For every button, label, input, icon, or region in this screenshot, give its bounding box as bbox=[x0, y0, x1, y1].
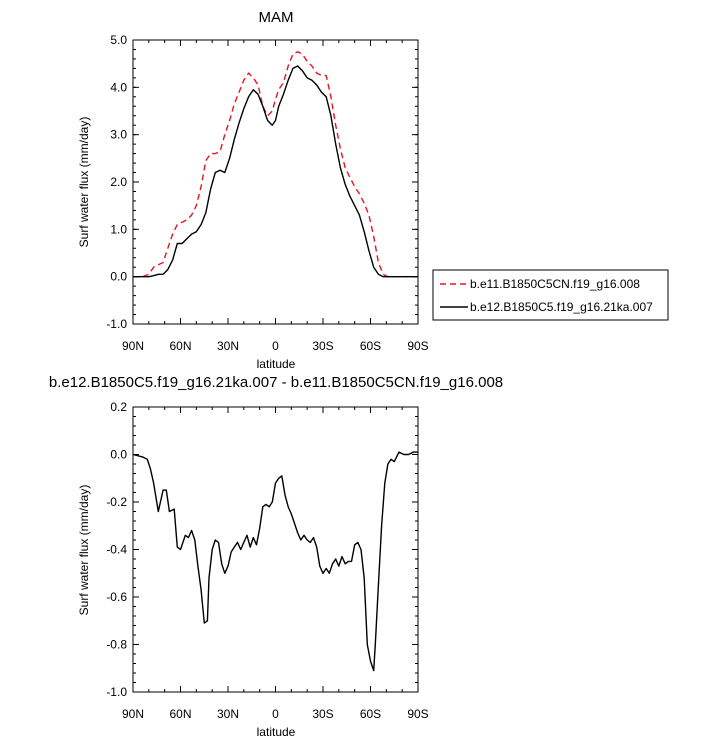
bottom-chart-title: b.e12.B1850C5.f19_g16.21ka.007 - b.e11.B… bbox=[49, 374, 503, 391]
top-ytick-label: -1.0 bbox=[106, 317, 127, 331]
legend-label-0: b.e11.B1850C5CN.f19_g16.008 bbox=[470, 277, 640, 291]
bottom-chart-lines bbox=[132, 451, 418, 672]
top-xtick-label: 30N bbox=[217, 339, 239, 353]
legend-label-1: b.e12.B1850C5.f19_g16.21ka.007 bbox=[470, 300, 653, 314]
top-chart-title: MAM bbox=[259, 9, 294, 26]
bot-ytick-label: -0.2 bbox=[106, 495, 127, 509]
top-chart-ylabel: Surf water flux (mm/day) bbox=[77, 117, 91, 248]
top-chart-frame bbox=[132, 39, 419, 325]
bot-ytick-label: -0.4 bbox=[106, 543, 127, 557]
bot-xtick-label: 60N bbox=[169, 707, 191, 721]
bot-ytick-label: 0.0 bbox=[110, 448, 127, 462]
top-chart-xlabel: latitude bbox=[257, 357, 296, 371]
top-chart-x-axis: 90N 60N 30N 0 30S 60S 90S bbox=[122, 40, 429, 353]
bot-xtick-label: 30S bbox=[312, 707, 333, 721]
bottom-chart-x-axis: 90N 60N 30N 0 30S 60S 90S bbox=[122, 407, 429, 721]
bot-ytick-label: -1.0 bbox=[106, 685, 127, 699]
top-ytick-label: 4.0 bbox=[110, 80, 127, 94]
top-xtick-label: 0 bbox=[272, 339, 279, 353]
bot-xtick-label: 60S bbox=[360, 707, 381, 721]
bot-xtick-label: 30N bbox=[217, 707, 239, 721]
bot-ytick-label: 0.2 bbox=[110, 400, 127, 414]
top-ytick-label: 0.0 bbox=[110, 270, 127, 284]
top-xtick-label: 60N bbox=[169, 339, 191, 353]
chart-legend: b.e11.B1850C5CN.f19_g16.008 b.e12.B1850C… bbox=[432, 269, 669, 321]
bottom-chart-xlabel: latitude bbox=[257, 725, 296, 739]
top-ytick-label: 3.0 bbox=[110, 128, 127, 142]
top-ytick-label: 5.0 bbox=[110, 33, 127, 47]
top-ytick-label: 2.0 bbox=[110, 175, 127, 189]
legend-box bbox=[432, 269, 669, 321]
bot-xtick-label: 90S bbox=[407, 707, 428, 721]
top-ytick-label: 1.0 bbox=[110, 222, 127, 236]
bot-xtick-label: 0 bbox=[272, 707, 279, 721]
bot-xtick-label: 90N bbox=[122, 707, 144, 721]
bot-ytick-label: -0.6 bbox=[106, 590, 127, 604]
bottom-chart: b.e12.B1850C5.f19_g16.21ka.007 - b.e11.B… bbox=[49, 374, 503, 739]
top-chart-y-axis: -1.0 0.0 1.0 2.0 3.0 4.0 5.0 bbox=[106, 33, 418, 331]
top-series-line-0 bbox=[133, 51, 418, 278]
bot-series-line-0 bbox=[132, 451, 418, 672]
bottom-chart-ylabel: Surf water flux (mm/day) bbox=[77, 485, 91, 616]
bot-ytick-label: -0.8 bbox=[106, 638, 127, 652]
top-xtick-label: 30S bbox=[312, 339, 333, 353]
top-xtick-label: 90S bbox=[407, 339, 428, 353]
top-chart-lines bbox=[133, 51, 418, 278]
top-xtick-label: 90N bbox=[122, 339, 144, 353]
top-chart: MAM -1.0 0.0 1.0 2.0 3.0 4.0 5.0 90N 60N 30N 0 30S… bbox=[77, 9, 669, 371]
bottom-chart-y-axis: -1.0 -0.8 -0.6 -0.4 -0.2 0.0 0.2 bbox=[106, 400, 418, 699]
top-xtick-label: 60S bbox=[360, 339, 381, 353]
top-series-line-1 bbox=[133, 65, 418, 278]
